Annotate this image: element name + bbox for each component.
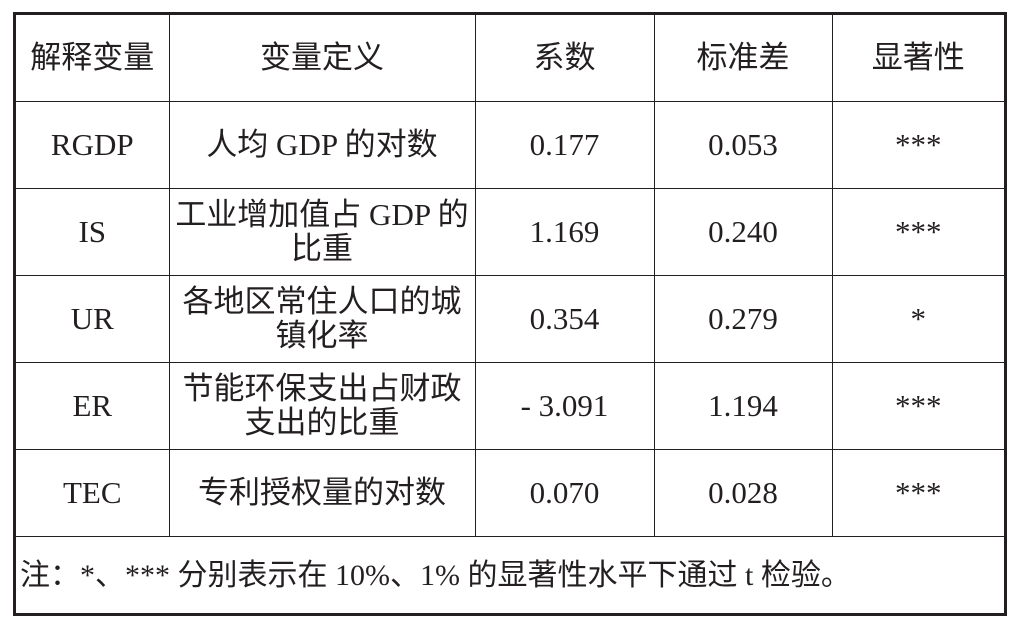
std-error-cell: 0.240	[653, 187, 833, 276]
significance-cell: ***	[831, 448, 1004, 537]
variable-cell: TEC	[16, 448, 170, 537]
std-error-cell: 0.028	[653, 448, 833, 537]
variable-cell: IS	[16, 187, 170, 276]
table-row: UR 各地区常住人口的城镇化率 0.354 0.279 *	[16, 274, 1004, 363]
definition-cell: 工业增加值占 GDP 的比重	[168, 187, 476, 276]
table-header-row: 解释变量 变量定义 系数 标准差 显著性	[16, 15, 1004, 102]
significance-cell: *	[831, 274, 1004, 363]
definition-cell: 专利授权量的对数	[168, 448, 476, 537]
coefficient-cell: 0.177	[474, 101, 655, 189]
table-row: ER 节能环保支出占财政支出的比重 - 3.091 1.194 ***	[16, 361, 1004, 450]
coefficient-cell: - 3.091	[474, 361, 655, 450]
coefficient-cell: 1.169	[474, 187, 655, 276]
table-row: RGDP 人均 GDP 的对数 0.177 0.053 ***	[16, 101, 1004, 189]
table-row: IS 工业增加值占 GDP 的比重 1.169 0.240 ***	[16, 187, 1004, 276]
std-error-cell: 0.279	[653, 274, 833, 363]
header-std-error: 标准差	[653, 15, 833, 102]
header-coefficient: 系数	[474, 15, 655, 102]
table-frame: 解释变量 变量定义 系数 标准差 显著性 RGDP 人均 GDP 的对数 0.1…	[13, 12, 1007, 616]
coefficient-cell: 0.354	[474, 274, 655, 363]
regression-table: 解释变量 变量定义 系数 标准差 显著性 RGDP 人均 GDP 的对数 0.1…	[16, 15, 1004, 537]
header-definition: 变量定义	[168, 15, 476, 102]
significance-cell: ***	[831, 101, 1004, 189]
header-variable: 解释变量	[16, 15, 170, 102]
significance-cell: ***	[831, 361, 1004, 450]
std-error-cell: 1.194	[653, 361, 833, 450]
definition-cell: 节能环保支出占财政支出的比重	[168, 361, 476, 450]
variable-cell: RGDP	[16, 101, 170, 189]
significance-cell: ***	[831, 187, 1004, 276]
variable-cell: UR	[16, 274, 170, 363]
definition-cell: 人均 GDP 的对数	[168, 101, 476, 189]
header-significance: 显著性	[831, 15, 1004, 102]
table-row: TEC 专利授权量的对数 0.070 0.028 ***	[16, 448, 1004, 537]
std-error-cell: 0.053	[653, 101, 833, 189]
coefficient-cell: 0.070	[474, 448, 655, 537]
variable-cell: ER	[16, 361, 170, 450]
table-footnote: 注：*、*** 分别表示在 10%、1% 的显著性水平下通过 t 检验。	[20, 559, 851, 592]
definition-cell: 各地区常住人口的城镇化率	[168, 274, 476, 363]
